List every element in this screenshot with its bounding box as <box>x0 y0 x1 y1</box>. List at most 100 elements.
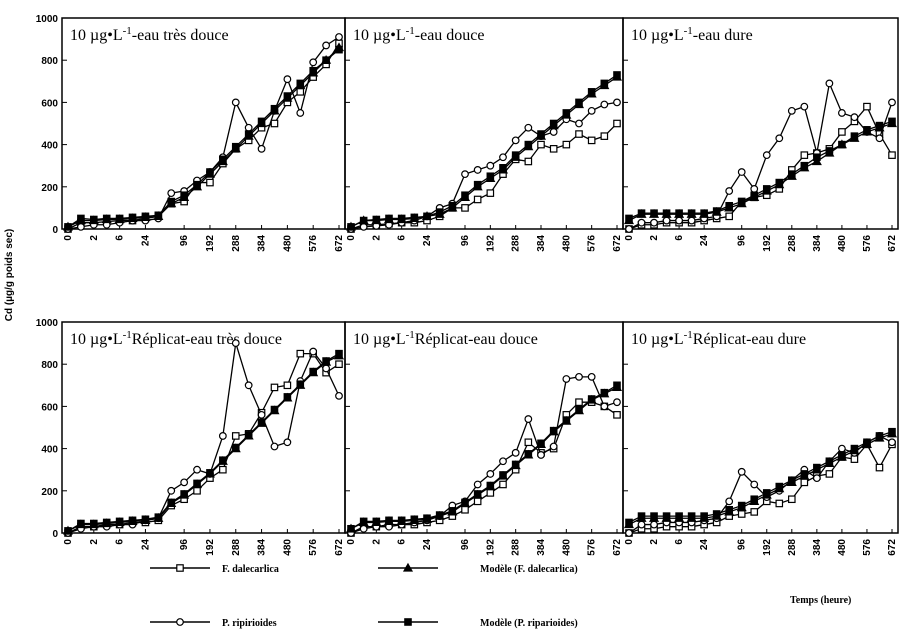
data-point <box>725 212 733 221</box>
data-point <box>625 529 633 537</box>
data-point <box>115 214 124 223</box>
data-point <box>283 381 292 390</box>
data-point <box>825 457 834 466</box>
title-superscript: -1 <box>684 25 693 37</box>
data-point <box>737 197 746 206</box>
data-point <box>800 151 809 159</box>
data-point <box>244 123 253 132</box>
x-tick-label: 2 <box>649 539 660 545</box>
data-point <box>863 126 871 134</box>
legend-marker <box>176 618 184 626</box>
x-tick-label: 384 <box>257 235 268 252</box>
data-point <box>662 512 671 520</box>
data-point <box>813 463 821 472</box>
x-tick-label: 672 <box>887 235 898 252</box>
series-line <box>628 105 893 230</box>
data-point <box>637 209 646 217</box>
data-point <box>180 191 188 200</box>
x-tick-label: 24 <box>699 539 710 551</box>
series-line <box>350 101 618 230</box>
data-point <box>206 469 214 477</box>
panel-title: 10 µg•L-1Réplicat-eau très douce <box>70 329 282 348</box>
x-tick-label: 576 <box>587 539 598 556</box>
data-point <box>700 512 708 520</box>
plot-frame <box>61 17 346 230</box>
x-tick-label: 0 <box>63 539 74 545</box>
data-point <box>700 209 708 217</box>
data-point <box>788 495 796 504</box>
data-point <box>335 45 343 54</box>
x-tick-label: 0 <box>63 235 74 241</box>
title-text: 10 µg•L <box>70 27 123 44</box>
data-point <box>193 479 201 488</box>
data-point <box>549 128 558 136</box>
x-tick-label: 24 <box>422 539 433 551</box>
data-point <box>296 349 305 358</box>
data-point <box>64 223 72 231</box>
data-point <box>397 214 406 223</box>
data-point <box>888 151 896 159</box>
data-point <box>128 213 137 222</box>
data-point <box>77 214 85 223</box>
legend-label: Modèle (P. riparioides) <box>480 618 578 629</box>
data-point <box>750 191 759 200</box>
data-point <box>257 144 266 153</box>
data-point <box>486 481 495 490</box>
x-tick-label: 672 <box>612 539 623 556</box>
x-tick-label: 672 <box>887 539 898 556</box>
title-superscript: -1 <box>684 329 693 341</box>
x-tick-label: 480 <box>282 235 293 252</box>
x-tick-label: 192 <box>205 539 216 556</box>
x-tick-label: 2 <box>89 235 100 241</box>
data-point <box>812 474 821 483</box>
data-point <box>206 168 214 176</box>
series-line <box>350 123 618 230</box>
title-superscript: -1 <box>406 25 415 37</box>
data-point <box>775 178 784 187</box>
data-point <box>296 380 305 389</box>
data-point <box>549 442 558 451</box>
series-line <box>350 384 618 530</box>
data-point <box>473 480 482 489</box>
data-point <box>296 88 305 96</box>
data-point <box>737 510 746 518</box>
data-point <box>613 119 621 128</box>
data-point <box>410 213 419 222</box>
data-point <box>193 487 201 495</box>
data-point <box>863 438 871 447</box>
series-line <box>67 355 340 532</box>
data-point <box>775 499 784 508</box>
data-point <box>775 482 784 491</box>
data-point <box>888 438 896 447</box>
x-tick-label: 6 <box>115 539 126 545</box>
series-line <box>350 401 618 534</box>
data-point <box>270 104 279 113</box>
x-tick-label: 2 <box>89 539 100 545</box>
data-point <box>90 519 98 528</box>
data-point <box>499 164 507 172</box>
series-line <box>67 49 340 228</box>
data-point <box>775 134 784 143</box>
data-point <box>737 168 746 176</box>
data-point <box>587 106 596 115</box>
data-point <box>257 410 266 419</box>
x-tick-label: 6 <box>674 235 685 241</box>
data-point <box>193 180 201 189</box>
data-point <box>600 388 609 397</box>
data-point <box>231 98 240 107</box>
data-point <box>850 113 859 122</box>
data-point <box>309 367 317 376</box>
data-point <box>461 204 469 212</box>
data-point <box>537 140 545 149</box>
x-axis-label: Temps (heure) <box>790 595 851 606</box>
title-text: Réplicat-eau dure <box>693 331 806 348</box>
data-point <box>587 395 596 403</box>
y-tick-label: 600 <box>41 402 58 413</box>
data-point <box>499 153 507 162</box>
data-point <box>385 516 393 525</box>
title-text: 10 µg•L <box>70 331 123 348</box>
x-tick-label: 192 <box>205 235 216 252</box>
data-point <box>270 405 279 414</box>
data-point <box>737 467 746 476</box>
data-point <box>167 189 176 198</box>
